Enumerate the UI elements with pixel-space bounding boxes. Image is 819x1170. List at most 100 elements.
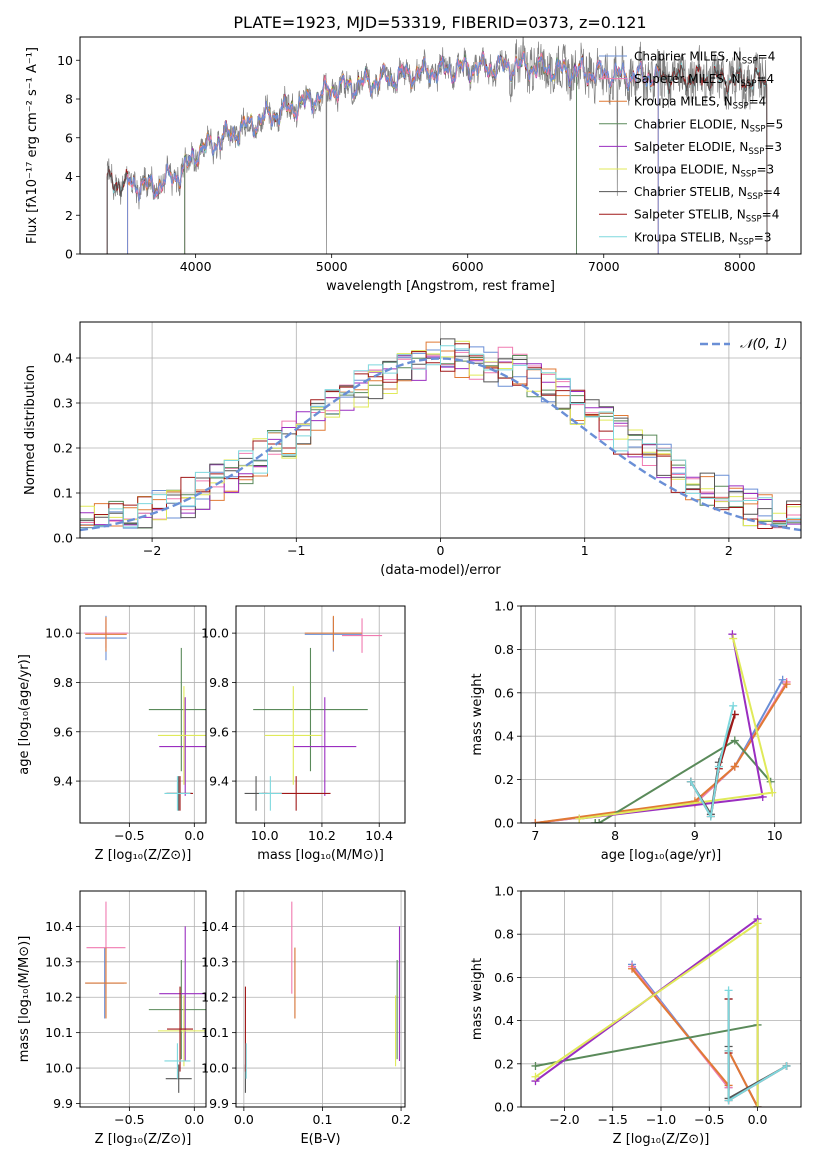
- age_vs_Z-axes: −0.5 0.0 9.4 9.6 9.8 10.0 Z [log₁₀(Z/Z⊙)] age […: [17, 605, 207, 863]
- legend-entry: Salpeter STELIB, NSSP=4: [634, 208, 779, 225]
- residuals-axes: −2 −1 0 1 2 0.0 0.1 0.2 0.3 0.4 (data-model)/error…: [23, 321, 802, 578]
- age_vs_Z-ytick-label: 10.0: [45, 626, 73, 641]
- weight_vs_Z-axes: −2.0 −1.5 −1.0 −0.5 0.0 0.0 0.2 0.4 0.6 0.8 1.0 Z […: [470, 884, 802, 1147]
- mass_vs_ebv-ytick-label: 10.4: [201, 919, 229, 934]
- age_vs_Z-plot-area: [83, 615, 206, 811]
- legend-entry: Kroupa MILES, NSSP=4: [634, 95, 766, 112]
- weight_vs_age-ytick-label: 0.6: [494, 685, 514, 700]
- weight-marker-KroupaSTELIB: [714, 762, 723, 771]
- age_vs_Z-ytick-label: 9.4: [53, 774, 73, 789]
- age_vs_mass-xtick-label: 10.0: [251, 828, 279, 843]
- weight-marker-KroupaSTELIB: [724, 1096, 733, 1105]
- mass_vs_ebv-ytick-label: 10.3: [201, 954, 229, 969]
- mass_vs_Z-xtick-label: 0.0: [184, 1112, 204, 1127]
- errorbar-KroupaELODIE: [157, 995, 206, 1067]
- weight_vs_Z-xlabel: Z [log₁₀(Z/Z⊙)]: [613, 1132, 710, 1147]
- age_vs_mass-ytick-label: 9.4: [209, 774, 229, 789]
- weight-marker-KroupaELODIE: [575, 814, 584, 823]
- errorbar-ChabSTELIB: [165, 1064, 192, 1093]
- weight-marker-KroupaMILES: [531, 819, 540, 823]
- errorbar-SalpELODIE: [159, 926, 206, 1061]
- weight_vs_Z-xtick-label: −0.5: [694, 1112, 724, 1127]
- spectrum-ytick-label: 6: [65, 130, 73, 145]
- weight_vs_age-panel: [521, 605, 801, 824]
- residuals-xtick-label: 1: [581, 543, 589, 558]
- weight-marker-KroupaSTELIB: [729, 701, 738, 710]
- weight_vs_Z-xtick-label: 0.0: [748, 1112, 768, 1127]
- weight_vs_age-ytick-label: 0.0: [494, 816, 514, 831]
- mass_vs_Z-ylabel: mass [log₁₀(M/M⊙)]: [17, 936, 32, 1063]
- weight-marker-KroupaELODIE: [753, 919, 762, 928]
- legend-entry: Salpeter MILES, NSSP=4: [634, 72, 774, 89]
- errorbar-SalpELODIE: [159, 697, 206, 796]
- residuals-panel: [80, 322, 801, 539]
- mass_vs_Z-ytick-label: 10.3: [45, 954, 73, 969]
- spectrum-legend: Chabrier MILES, NSSP=4 Salpeter MILES, NS…: [599, 50, 783, 247]
- errorbar-SalpELODIE: [293, 697, 357, 796]
- errorbar-SalpSTELIB: [167, 986, 194, 1072]
- residual-histogram-SalpSTELIB: [80, 343, 801, 529]
- mass_vs_Z-ytick-label: 9.9: [53, 1096, 73, 1111]
- mass_vs_ebv-ytick-label: 10.2: [201, 990, 229, 1005]
- residuals-ytick-label: 0.3: [53, 396, 73, 411]
- age_vs_mass-ytick-label: 10.0: [201, 626, 229, 641]
- mass_vs_Z-ytick-label: 10.4: [45, 919, 73, 934]
- weight_vs_Z-ytick-label: 1.0: [494, 884, 514, 899]
- weight_vs_Z-ylabel: mass weight: [470, 958, 485, 1040]
- age_vs_mass-xtick-label: 10.4: [365, 828, 393, 843]
- errorbar-KroupaSTELIB: [164, 776, 191, 811]
- weight_vs_age-xtick-label: 7: [531, 828, 539, 843]
- weight_vs_age-xlabel: age [log₁₀(age/yr)]: [601, 848, 722, 863]
- age_vs_Z-ylabel: age [log₁₀(age/yr)]: [17, 654, 32, 775]
- residuals-ytick-label: 0.4: [53, 351, 73, 366]
- residuals-xtick-label: 2: [725, 543, 733, 558]
- age_vs_mass-ytick-label: 9.8: [209, 675, 229, 690]
- age_vs_mass-xtick-label: 10.2: [308, 828, 336, 843]
- mass_vs_ebv-xtick-label: 0.0: [234, 1112, 254, 1127]
- residuals-ytick-label: 0.1: [53, 486, 73, 501]
- weight-marker-KroupaMILES: [730, 762, 739, 771]
- weight_vs_age-ytick-label: 1.0: [494, 599, 514, 614]
- errorbar-KroupaSTELIB: [164, 1043, 191, 1079]
- weight_vs_Z-ytick-label: 0.2: [494, 1056, 514, 1071]
- age_vs_Z-xlabel: Z [log₁₀(Z/Z⊙)]: [95, 848, 192, 863]
- weight_vs_Z-xtick-label: −1.0: [646, 1112, 676, 1127]
- spectrum-plot-area: [106, 37, 768, 254]
- mass_vs_ebv-ytick-label: 10.1: [201, 1025, 229, 1040]
- weight-marker-KroupaELODIE: [753, 1103, 762, 1107]
- legend-entry: Kroupa STELIB, NSSP=3: [634, 230, 772, 247]
- age_vs_Z-panel: [80, 606, 206, 823]
- spectrum-ytick-label: 0: [65, 247, 73, 262]
- weight-marker-ChabELODIE: [595, 819, 604, 823]
- age_vs_mass-plot-area: [244, 615, 383, 811]
- errorbar-KroupaMILES: [85, 947, 127, 1019]
- weight-marker-KroupaSTELIB: [724, 986, 733, 995]
- spectrum-ytick-label: 2: [65, 208, 73, 223]
- errorbar-SalpMILES: [341, 618, 383, 653]
- weight-marker-KroupaELODIE: [729, 634, 738, 643]
- weight-line-KroupaSTELIB: [727, 990, 788, 1103]
- weight-marker-SalpELODIE: [728, 630, 737, 639]
- age_vs_Z-ytick-label: 9.8: [53, 675, 73, 690]
- weight_vs_age-xtick-label: 10: [767, 828, 783, 843]
- mass_vs_Z-frame: [79, 890, 207, 1108]
- mass_vs_ebv-panel: [236, 891, 405, 1107]
- weight_vs_age-xtick-label: 8: [611, 828, 619, 843]
- figure-title: PLATE=1923, MJD=53319, FIBERID=0373, z=0…: [233, 13, 646, 32]
- mass_vs_ebv-ytick-label: 9.9: [209, 1096, 229, 1111]
- spectrum-xtick-label: 6000: [452, 259, 484, 274]
- spectrum-ytick-label: 10: [57, 53, 73, 68]
- age_vs_mass-ytick-label: 9.6: [209, 724, 229, 739]
- mass_vs_Z-ytick-label: 10.0: [45, 1061, 73, 1076]
- residual-legend-label: 𝒩(0, 1): [740, 337, 787, 352]
- spectrum-ytick-label: 4: [65, 169, 73, 184]
- mass_vs_ebv-xlabel: E(B-V): [300, 1132, 340, 1147]
- legend-entry: Chabrier ELODIE, NSSP=5: [634, 117, 783, 134]
- model-spectrum-ChabMILES: [127, 53, 659, 254]
- errorbar-ChabELODIE: [253, 647, 368, 772]
- residuals-ylabel: Normed distribution: [23, 365, 38, 495]
- mass_vs_ebv-xtick-label: 0.1: [313, 1112, 333, 1127]
- mass_vs_Z-ytick-label: 10.2: [45, 990, 73, 1005]
- mass_vs_Z-ytick-label: 10.1: [45, 1025, 73, 1040]
